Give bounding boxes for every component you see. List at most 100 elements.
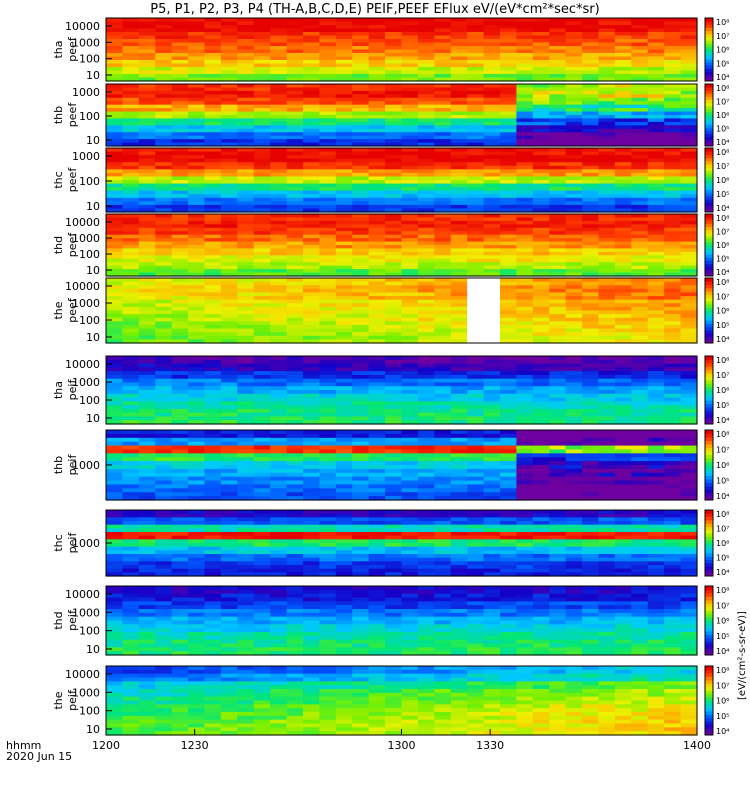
spectrogram-cell: [500, 151, 518, 156]
spectrogram-cell: [220, 465, 238, 470]
spectrogram-cell: [171, 241, 189, 246]
spectrogram-cell: [368, 401, 386, 406]
spectrogram-cell: [352, 56, 370, 61]
spectrogram-cell: [270, 314, 288, 319]
spectrogram-cell: [188, 224, 206, 229]
spectrogram-cell: [598, 231, 616, 236]
spectrogram-cell: [467, 299, 485, 304]
spectrogram-cell: [467, 104, 485, 109]
spectrogram-cell: [680, 496, 698, 501]
spectrogram-cell: [450, 53, 468, 58]
colorbar-segment: [705, 291, 713, 295]
spectrogram-cell: [631, 18, 649, 23]
spectrogram-cell: [434, 53, 452, 58]
spectrogram-cell: [450, 390, 468, 395]
spectrogram-cell: [352, 386, 370, 391]
spectrogram-cell: [680, 430, 698, 435]
spectrogram-cell: [319, 335, 337, 340]
spectrogram-cell: [171, 393, 189, 399]
colorbar-segment: [705, 396, 713, 401]
spectrogram-cell: [647, 251, 665, 256]
spectrogram-cell: [467, 74, 485, 79]
spectrogram-cell: [450, 25, 468, 30]
spectrogram-cell: [319, 285, 337, 290]
spectrogram-cell: [253, 468, 271, 474]
spectrogram-cell: [664, 278, 682, 283]
spectrogram-cell: [516, 251, 534, 256]
spectrogram-cell: [122, 180, 140, 185]
spectrogram-cell: [631, 449, 649, 454]
spectrogram-cell: [647, 87, 665, 92]
spectrogram-cell: [614, 303, 632, 308]
spectrogram-cell: [220, 128, 238, 133]
spectrogram-cell: [500, 90, 518, 95]
spectrogram-cell: [516, 480, 534, 486]
spectrogram-cell: [171, 224, 189, 229]
spectrogram-cell: [155, 227, 173, 232]
spectrogram-cell: [385, 288, 403, 294]
spectrogram-cell: [417, 453, 435, 458]
spectrogram-cell: [483, 457, 501, 462]
spectrogram-cell: [401, 484, 419, 489]
spectrogram-cell: [549, 310, 567, 315]
spectrogram-cell: [220, 367, 238, 372]
spectrogram-cell: [631, 90, 649, 95]
spectrogram-cell: [631, 194, 649, 199]
spectrogram-cell: [417, 433, 435, 439]
spectrogram-cell: [565, 104, 583, 109]
spectrogram-cell: [237, 480, 255, 486]
spectrogram-cell: [664, 292, 682, 297]
spectrogram-cell: [352, 238, 370, 243]
spectrogram-cell: [204, 84, 222, 89]
spectrogram-cell: [467, 445, 485, 451]
spectrogram-cell: [631, 187, 649, 192]
spectrogram-cell: [237, 32, 255, 37]
spectrogram-cell: [417, 70, 435, 75]
spectrogram-cell: [631, 94, 649, 99]
spectrogram-cell: [417, 74, 435, 79]
spectrogram-cell: [549, 97, 567, 102]
spectrogram-cell: [122, 378, 140, 384]
spectrogram-cell: [401, 104, 419, 109]
spectrogram-cell: [171, 142, 189, 147]
spectrogram-cell: [598, 63, 616, 68]
spectrogram-cell: [319, 321, 337, 326]
spectrogram-cell: [368, 310, 386, 315]
spectrogram-cell: [614, 39, 632, 44]
spectrogram-cell: [253, 328, 271, 333]
spectrogram-cell: [434, 453, 452, 458]
spectrogram-cell: [303, 204, 321, 210]
spectrogram-cell: [647, 476, 665, 482]
spectrogram-cell: [417, 317, 435, 322]
spectrogram-cell: [106, 197, 124, 202]
spectrogram-cell: [417, 382, 435, 387]
spectrogram-cell: [532, 332, 550, 337]
spectrogram-cell: [434, 108, 452, 113]
spectrogram-cell: [188, 125, 206, 130]
spectrogram-cell: [188, 248, 206, 253]
spectrogram-cell: [352, 227, 370, 232]
spectrogram-cell: [155, 457, 173, 462]
spectrogram-cell: [106, 532, 124, 537]
spectrogram-cell: [171, 449, 189, 454]
spectrogram-cell: [500, 321, 518, 326]
spectrogram-cell: [188, 445, 206, 451]
spectrogram-cell: [614, 139, 632, 144]
spectrogram-cell: [220, 457, 238, 462]
spectrogram-cell: [385, 378, 403, 384]
spectrogram-cell: [500, 258, 518, 263]
spectrogram-cell: [253, 405, 271, 410]
spectrogram-cell: [138, 165, 156, 170]
spectrogram-cell: [237, 472, 255, 478]
spectrogram-cell: [352, 128, 370, 133]
spectrogram-cell: [204, 535, 222, 540]
spectrogram-cell: [614, 25, 632, 30]
spectrogram-cell: [171, 180, 189, 185]
spectrogram-cell: [253, 187, 271, 192]
spectrogram-cell: [647, 35, 665, 40]
spectrogram-cell: [549, 397, 567, 402]
spectrogram-cell: [204, 528, 222, 533]
spectrogram-cell: [631, 115, 649, 120]
spectrogram-cell: [106, 546, 124, 551]
spectrogram-cell: [138, 183, 156, 188]
